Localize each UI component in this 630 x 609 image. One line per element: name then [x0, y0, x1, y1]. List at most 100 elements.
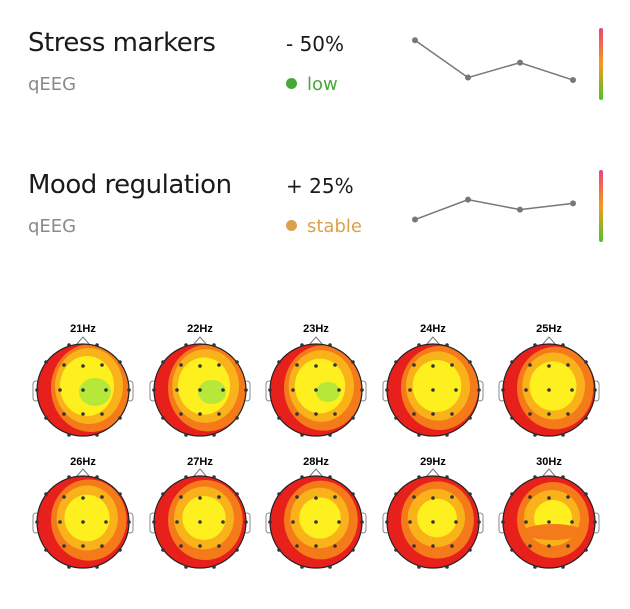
metric-title: Stress markers [28, 28, 216, 58]
electrode [100, 544, 104, 548]
topomap-22Hz: 22Hz [149, 323, 251, 437]
electrode [300, 565, 304, 569]
electrode [67, 565, 71, 569]
status-label: stable [307, 216, 362, 237]
sparkline-point [465, 74, 471, 81]
electrode [394, 492, 398, 496]
electrode [445, 433, 449, 437]
electrode [44, 492, 48, 496]
topomap-21Hz: 21Hz [32, 323, 134, 437]
electrode [295, 544, 299, 548]
electrode [528, 412, 532, 416]
electrode [584, 360, 588, 364]
electrode [35, 388, 39, 392]
topomap-27Hz: 27Hz [149, 456, 251, 569]
electrode [161, 492, 165, 496]
metric-title: Mood regulation [28, 170, 232, 200]
electrode [412, 412, 416, 416]
electrode [268, 388, 272, 392]
electrode [510, 548, 514, 552]
electrode [127, 520, 131, 524]
electrode [268, 520, 272, 524]
sparkline-point [517, 59, 523, 66]
electrode [510, 492, 514, 496]
electrode [510, 416, 514, 420]
electrode [314, 412, 318, 416]
electrode [198, 364, 202, 368]
electrode [431, 412, 435, 416]
electrode [528, 544, 532, 548]
electrode [510, 360, 514, 364]
electrode [501, 520, 505, 524]
sparkline-point [412, 37, 418, 44]
electrode [468, 492, 472, 496]
electrode [385, 520, 389, 524]
electrode [412, 363, 416, 367]
electrode [431, 364, 435, 368]
electrode [412, 544, 416, 548]
electrode [314, 520, 318, 524]
electrode [62, 495, 66, 499]
topomap-surface [270, 476, 362, 568]
electrode [104, 520, 108, 524]
electrode [291, 520, 295, 524]
electrode [277, 548, 281, 552]
electrode [295, 412, 299, 416]
sparkline-path [414, 198, 574, 221]
electrode [179, 363, 183, 367]
electrode [412, 495, 416, 499]
electrode [184, 433, 188, 437]
electrode [161, 548, 165, 552]
electrode [445, 475, 449, 479]
electrode [314, 388, 318, 392]
electrode [62, 412, 66, 416]
electrode [561, 343, 565, 347]
nose-icon [75, 336, 91, 346]
electrode [417, 565, 421, 569]
sparkline-point [570, 200, 576, 207]
electrode [450, 412, 454, 416]
electrode [179, 495, 183, 499]
electrode [547, 520, 551, 524]
electrode [468, 548, 472, 552]
frequency-label: 27Hz [187, 456, 213, 468]
electrode [184, 475, 188, 479]
electrode [127, 388, 131, 392]
nose-icon [425, 468, 441, 478]
electrode [417, 475, 421, 479]
metric-stress: Stress markers qEEG - 50% low [0, 28, 630, 138]
electrode [528, 363, 532, 367]
electrode [533, 343, 537, 347]
status-badge: low [286, 74, 338, 95]
electrode [468, 360, 472, 364]
electrode [528, 495, 532, 499]
sparkline-path [414, 39, 574, 81]
electrode [408, 520, 412, 524]
electrode [328, 433, 332, 437]
color-scale-bar [599, 28, 603, 100]
electrode [454, 388, 458, 392]
frequency-label: 25Hz [536, 323, 562, 335]
metric-change: - 50% [286, 32, 345, 56]
electrode [454, 520, 458, 524]
frequency-label: 24Hz [420, 323, 446, 335]
electrode [152, 388, 156, 392]
frequency-label: 26Hz [70, 456, 96, 468]
electrode [198, 544, 202, 548]
electrode [67, 475, 71, 479]
electrode [100, 412, 104, 416]
electrode [431, 544, 435, 548]
status-badge: stable [286, 216, 362, 237]
electrode [44, 360, 48, 364]
electrode [561, 565, 565, 569]
electrode [95, 343, 99, 347]
electrode [221, 520, 225, 524]
electrode [445, 343, 449, 347]
electrode [593, 520, 597, 524]
sparkline-point [570, 77, 576, 84]
electrode [44, 548, 48, 552]
electrode [333, 544, 337, 548]
electrode [161, 360, 165, 364]
electrode [533, 433, 537, 437]
electrode [584, 548, 588, 552]
